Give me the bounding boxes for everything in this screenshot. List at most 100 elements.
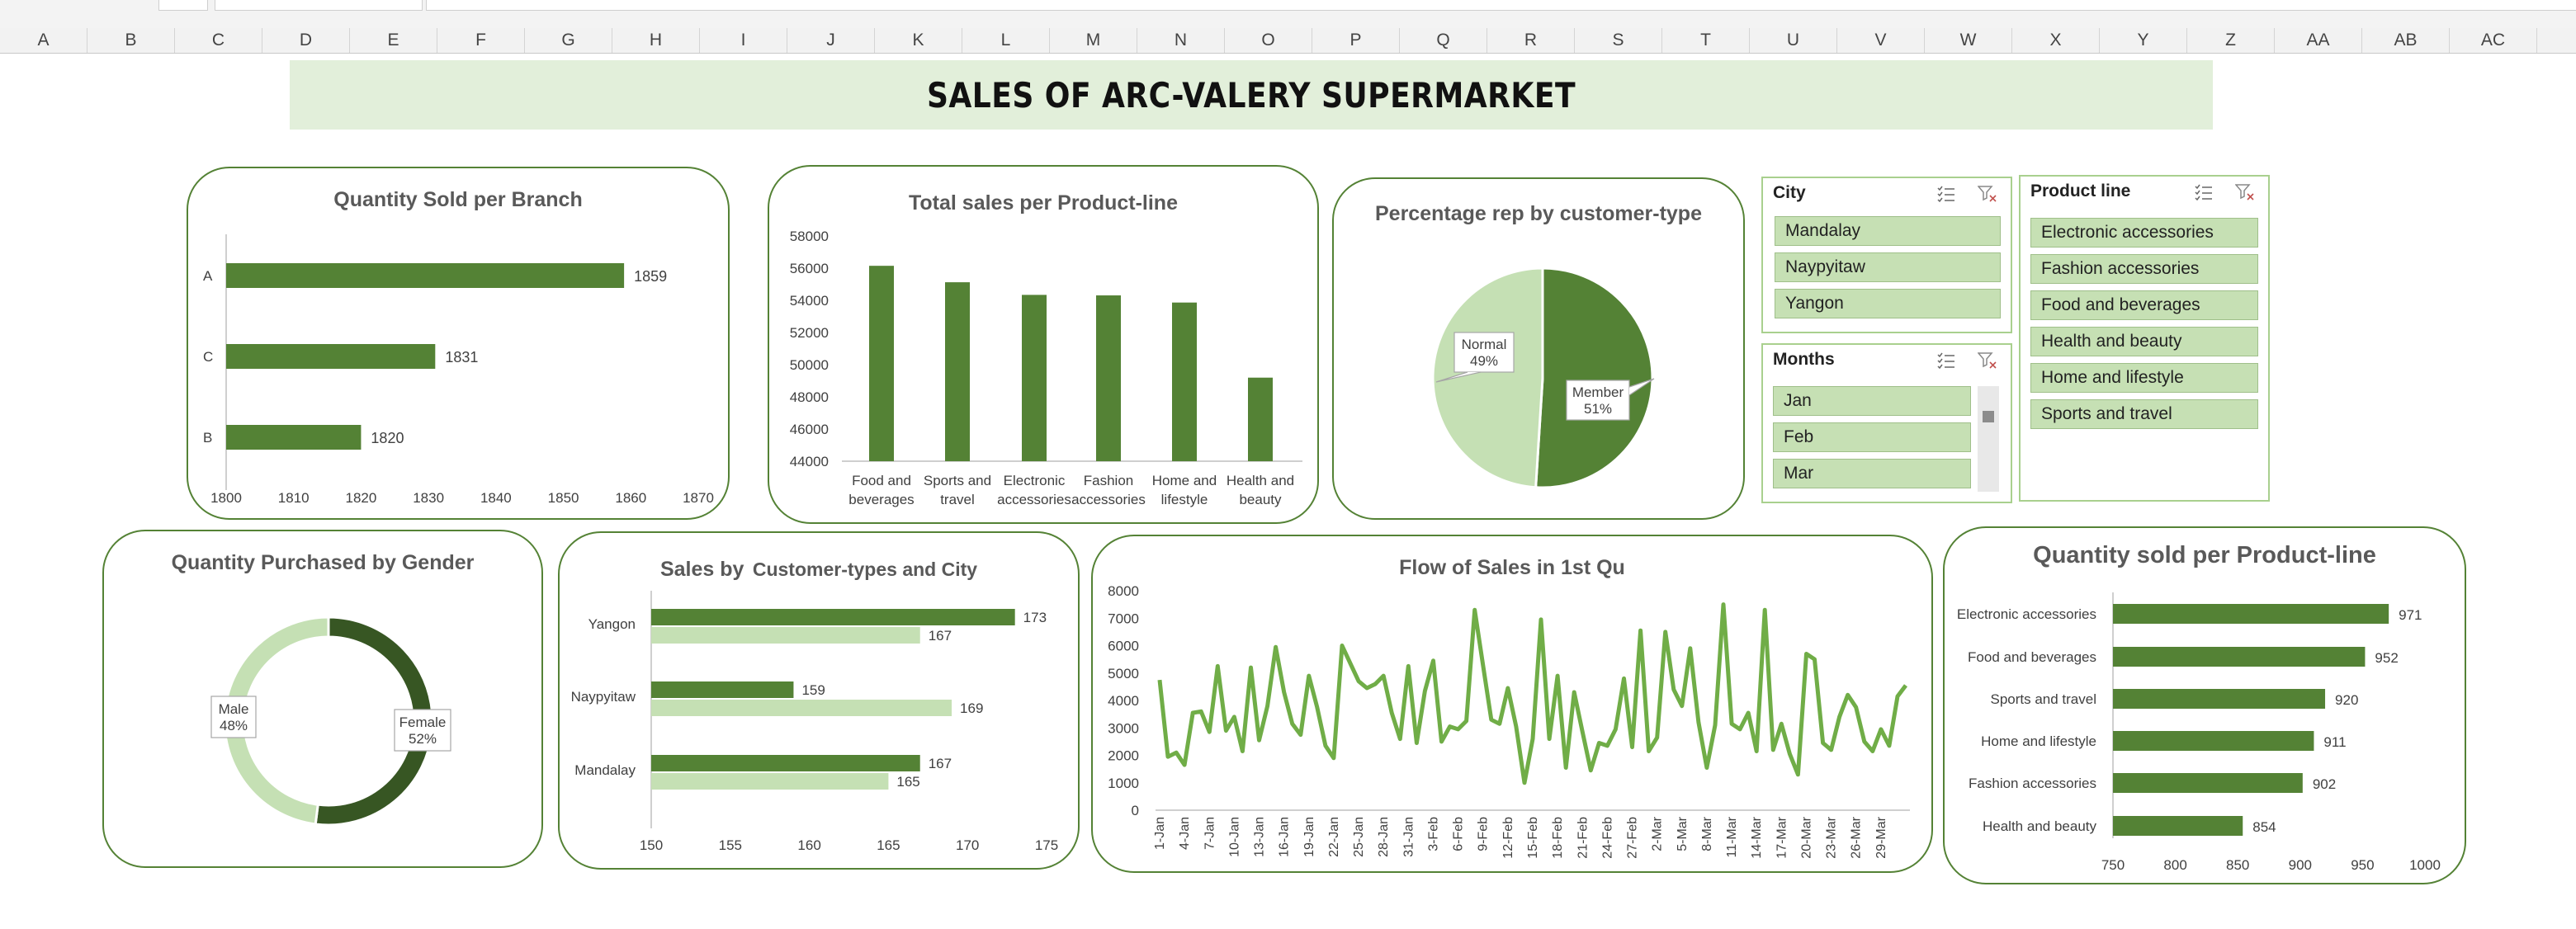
tick-label: 3000 (1108, 720, 1139, 736)
branch-chart: Quantity Sold per Branch A 1859 C 1831 B 1820… (203, 188, 714, 506)
bar (1022, 295, 1047, 461)
city-slicer[interactable]: City Mandalay Naypyitaw Yangon (1761, 177, 2012, 333)
tick-label: 165 (877, 837, 900, 853)
tick-label: 10-Jan (1227, 817, 1241, 857)
sheet-tab-stub[interactable] (158, 0, 208, 11)
column-header[interactable]: R (1487, 28, 1575, 53)
slicer-item-feb[interactable]: Feb (1773, 422, 1971, 452)
customer-city-panel[interactable]: Sales by Customer-types and City Yangon N… (558, 531, 1080, 870)
flow-panel[interactable]: Flow of Sales in 1st Qu 0 1000 2000 3000 400… (1091, 535, 1933, 873)
bar (2113, 773, 2303, 793)
column-header[interactable]: AC (2450, 28, 2537, 53)
tick-label: 27-Feb (1626, 817, 1640, 859)
slicer-item-home-and-lifestyle[interactable]: Home and lifestyle (2030, 363, 2258, 393)
column-header[interactable]: C (175, 28, 262, 53)
slicer-item-mandalay[interactable]: Mandalay (1775, 216, 2001, 246)
multi-select-icon[interactable] (1936, 185, 1956, 203)
data-label: 854 (2252, 819, 2276, 835)
slicer-item-mar[interactable]: Mar (1773, 459, 1971, 488)
slicer-item-yangon[interactable]: Yangon (1775, 289, 2001, 318)
column-header[interactable]: P (1312, 28, 1400, 53)
column-header[interactable]: Q (1400, 28, 1487, 53)
tick-label: 6000 (1108, 639, 1139, 654)
category-label: accessories (997, 492, 1071, 507)
column-header[interactable]: O (1225, 28, 1312, 53)
column-header[interactable]: B (87, 28, 175, 53)
slicer-item-jan[interactable]: Jan (1773, 386, 1971, 416)
gender-panel[interactable]: Quantity Purchased by Gender Female 52% Ma… (102, 530, 543, 868)
tick-label: 11-Mar (1725, 816, 1739, 857)
slicer-scrollbar[interactable] (1978, 386, 1999, 492)
column-header[interactable]: E (350, 28, 437, 53)
column-header[interactable]: T (1662, 28, 1750, 53)
productline-sales-panel[interactable]: Total sales per Product-line 44000 46000 4… (768, 165, 1319, 524)
column-header[interactable]: S (1575, 28, 1662, 53)
category-label: Food and beverages (1968, 649, 2096, 665)
tick-label: 7000 (1108, 611, 1139, 626)
slicer-item-naypyitaw[interactable]: Naypyitaw (1775, 252, 2001, 282)
scrollbar-thumb[interactable] (1983, 411, 1994, 422)
months-slicer[interactable]: Months Jan Feb Mar (1761, 343, 2012, 503)
sheet-tab-stub[interactable] (215, 0, 423, 11)
column-header[interactable]: V (1837, 28, 1925, 53)
column-header[interactable]: A (0, 28, 87, 53)
slice-name-label: Female (399, 714, 447, 730)
branch-chart-panel[interactable]: Quantity Sold per Branch A 1859 C 1831 B 1820… (187, 167, 730, 520)
tick-label: 2000 (1108, 748, 1139, 764)
slicer-item-health-and-beauty[interactable]: Health and beauty (2030, 327, 2258, 356)
slicer-title: Product line (2030, 182, 2131, 200)
column-header[interactable]: D (262, 28, 350, 53)
tick-label: 26-Mar (1850, 816, 1864, 858)
column-header[interactable]: N (1137, 28, 1225, 53)
tick-label: 58000 (790, 229, 829, 244)
category-label: Fashion (1084, 473, 1133, 488)
productline-qty-panel[interactable]: Quantity sold per Product-line Electroni… (1943, 526, 2466, 884)
column-header[interactable]: AA (2275, 28, 2362, 53)
column-header[interactable]: F (437, 28, 525, 53)
bar (1248, 377, 1273, 461)
column-header[interactable]: I (700, 28, 787, 53)
category-label: Mandalay (574, 762, 636, 778)
slicer-item-sports-and-travel[interactable]: Sports and travel (2030, 399, 2258, 429)
doughnut-segment (223, 615, 330, 826)
column-header[interactable]: L (962, 28, 1050, 53)
column-header[interactable]: G (525, 28, 612, 53)
column-header[interactable]: AB (2362, 28, 2450, 53)
column-header[interactable]: W (1925, 28, 2012, 53)
tick-label: 1800 (210, 490, 242, 506)
clear-filter-icon[interactable] (1978, 185, 1997, 203)
tick-label: 9-Feb (1477, 817, 1491, 851)
bar (651, 755, 920, 771)
slicer-item-fashion-accessories[interactable]: Fashion accessories (2030, 254, 2258, 284)
product-line-slicer[interactable]: Product line Electronic accessories Fash… (2019, 175, 2270, 502)
slicer-item-food-and-beverages[interactable]: Food and beverages (2030, 290, 2258, 320)
dashboard-title: SALES OF ARC-VALERY SUPERMARKET (926, 74, 1576, 116)
category-label: beauty (1239, 492, 1282, 507)
customer-type-panel[interactable]: Percentage rep by customer-type Member 51… (1332, 177, 1745, 520)
column-header[interactable]: M (1050, 28, 1137, 53)
tick-label: 46000 (790, 422, 829, 437)
column-header[interactable]: Y (2100, 28, 2187, 53)
clear-filter-icon[interactable] (1978, 351, 1997, 370)
tick-label: 14-Mar (1750, 816, 1764, 858)
data-label: 1831 (445, 349, 478, 365)
chart-title: Sales by Customer-types and City (660, 558, 977, 581)
column-header[interactable]: K (875, 28, 962, 53)
column-header[interactable]: Z (2187, 28, 2275, 53)
column-header[interactable]: X (2012, 28, 2100, 53)
slicer-item-electronic-accessories[interactable]: Electronic accessories (2030, 218, 2258, 248)
multi-select-icon[interactable] (1936, 351, 1956, 370)
tick-label: 8000 (1108, 583, 1139, 599)
column-header[interactable]: U (1750, 28, 1837, 53)
tick-label: 24-Feb (1600, 817, 1614, 859)
tick-label: 44000 (790, 454, 829, 469)
column-header[interactable]: J (787, 28, 875, 53)
formula-input-stub[interactable] (426, 0, 2576, 11)
data-label: 911 (2323, 734, 2346, 750)
data-label: 165 (896, 774, 919, 790)
clear-filter-icon[interactable] (2235, 183, 2255, 201)
category-label: Health and (1227, 473, 1294, 488)
multi-select-icon[interactable] (2194, 183, 2214, 201)
column-header[interactable]: H (612, 28, 700, 53)
